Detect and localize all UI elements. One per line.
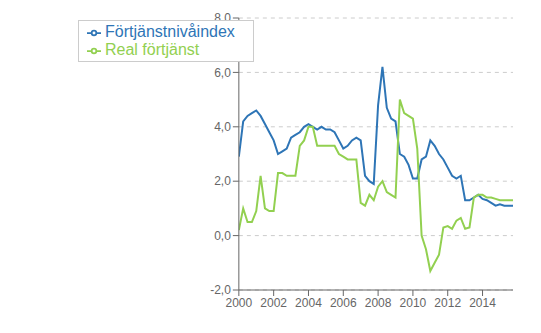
svg-text:0,0: 0,0 — [214, 229, 231, 243]
html-text:Förtjänstnivåindex: Förtjänstnivåindex — [105, 23, 235, 40]
svg-text:4,0: 4,0 — [214, 120, 231, 134]
svg-text:8,0: 8,0 — [214, 11, 231, 25]
svg-text:2000: 2000 — [225, 296, 252, 310]
svg-text:2012: 2012 — [434, 296, 461, 310]
svg-text:6,0: 6,0 — [214, 66, 231, 80]
svg-text:2010: 2010 — [400, 296, 427, 310]
svg-text:-2,0: -2,0 — [210, 283, 231, 297]
svg-text:2006: 2006 — [330, 296, 357, 310]
svg-text:2004: 2004 — [295, 296, 322, 310]
html-text:Real förtjänst: Real förtjänst — [105, 41, 200, 58]
svg-text:2,0: 2,0 — [214, 174, 231, 188]
svg-text:2014: 2014 — [469, 296, 496, 310]
svg-text:2002: 2002 — [260, 296, 287, 310]
svg-text:2008: 2008 — [365, 296, 392, 310]
